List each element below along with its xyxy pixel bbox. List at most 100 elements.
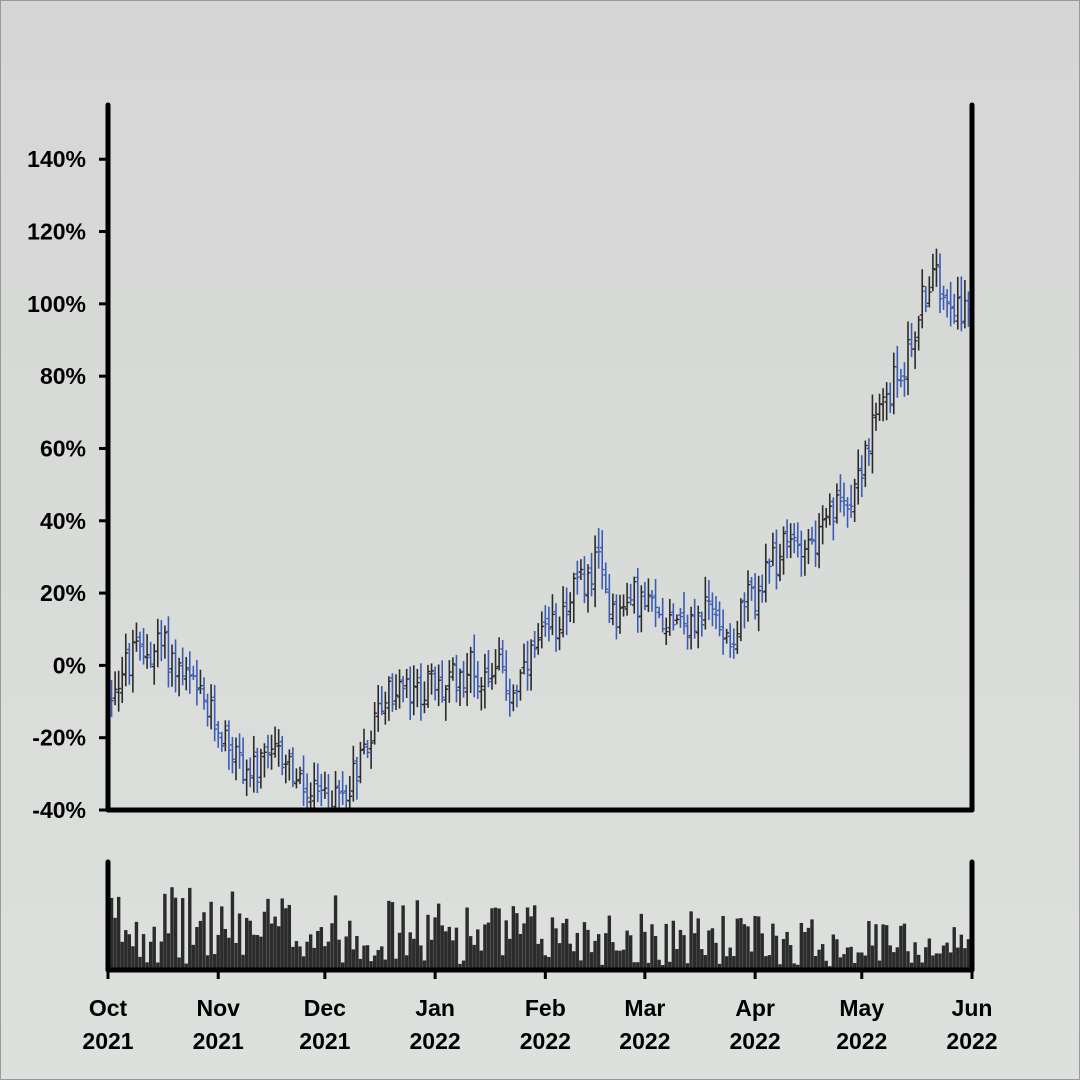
volume-bar	[227, 937, 231, 970]
ohlc-bar	[290, 747, 296, 788]
ohlc-bar	[343, 784, 349, 810]
volume-bar	[461, 960, 466, 970]
volume-bar	[202, 912, 206, 970]
volume-bar	[639, 913, 644, 970]
ohlc-bar	[407, 666, 413, 721]
volume-bar	[344, 936, 348, 970]
volume-bar	[383, 959, 388, 970]
ohlc-bar	[116, 670, 122, 712]
ohlc-bar	[297, 766, 303, 784]
volume-bar	[927, 938, 932, 970]
volume-bar	[312, 947, 316, 970]
volume-bar	[212, 954, 217, 970]
ohlc-bar	[201, 677, 207, 710]
y-tick-label: 80%	[40, 363, 86, 389]
volume-bar	[472, 944, 476, 970]
x-tick-month: Oct	[89, 995, 128, 1021]
ohlc-bar	[564, 587, 570, 636]
ohlc-bar	[532, 630, 538, 658]
ohlc-bar	[887, 382, 893, 413]
volume-bar	[621, 949, 626, 970]
volume-bar	[362, 945, 366, 970]
volume-bar	[746, 926, 750, 970]
ohlc-bar	[471, 634, 477, 698]
ohlc-bar	[198, 669, 203, 694]
volume-bar	[376, 949, 380, 970]
y-axis-ticks: 140% 120% 100% 80% 60% 40% 20% 0% -20% -40%	[27, 146, 108, 823]
volume-bar	[874, 924, 878, 970]
volume-bar	[440, 925, 444, 970]
ohlc-bar	[731, 628, 737, 659]
ohlc-bar	[478, 677, 484, 711]
volume-bar	[568, 943, 572, 970]
volume-bar	[220, 906, 224, 970]
volume-bar	[664, 923, 668, 970]
ohlc-bar	[315, 763, 321, 803]
volume-bar	[486, 922, 491, 970]
volume-bar	[348, 920, 352, 970]
ohlc-bar	[820, 505, 826, 545]
volume-bar	[412, 938, 416, 970]
ohlc-bar	[628, 583, 634, 606]
ohlc-bar	[855, 449, 861, 505]
ohlc-bar	[646, 578, 651, 612]
ohlc-bar	[930, 253, 936, 292]
ohlc-bar	[734, 620, 740, 655]
volume-bar	[924, 947, 928, 970]
x-tick-year: 2022	[520, 1028, 571, 1054]
ohlc-bar	[137, 631, 143, 661]
ohlc-bar	[219, 731, 225, 752]
volume-bar	[760, 933, 764, 970]
volume-bar	[653, 936, 658, 970]
ohlc-bar	[390, 673, 395, 712]
volume-bar	[244, 917, 249, 970]
volume-bar	[863, 955, 868, 970]
ohlc-bar	[589, 552, 594, 597]
ohlc-bar	[461, 661, 466, 698]
volume-bar	[532, 905, 537, 970]
volume-bar	[909, 962, 914, 970]
ohlc-bar	[848, 484, 854, 518]
volume-bar	[536, 943, 540, 970]
x-tick-month: Mar	[624, 995, 665, 1021]
volume-bar	[273, 916, 277, 970]
ohlc-bar	[766, 558, 772, 584]
volume-bar	[600, 964, 604, 970]
volume-bar	[767, 955, 772, 970]
x-tick-year: 2021	[299, 1028, 350, 1054]
ohlc-bar	[361, 728, 367, 755]
volume-bar	[323, 946, 327, 970]
volume-bar	[582, 922, 587, 970]
volume-bar	[198, 920, 203, 970]
ohlc-bar	[244, 759, 250, 797]
volume-bar	[493, 907, 498, 970]
ohlc-bar	[774, 529, 779, 590]
volume-bar	[504, 920, 508, 970]
ohlc-bar	[386, 676, 392, 721]
ohlc-bar	[802, 539, 808, 576]
volume-bar	[710, 928, 715, 970]
ohlc-bar	[393, 674, 399, 711]
ohlc-bar	[638, 585, 644, 633]
volume-bar	[561, 923, 565, 970]
volume-bar	[170, 887, 174, 970]
ohlc-bar	[286, 749, 292, 781]
ohlc-bar	[354, 756, 360, 800]
price-bars	[105, 248, 975, 811]
ohlc-bar	[158, 620, 164, 662]
volume-bar	[682, 935, 686, 970]
ohlc-bar	[454, 654, 459, 703]
volume-bar	[301, 956, 306, 970]
ohlc-bar	[489, 662, 495, 690]
ohlc-bar	[830, 497, 836, 541]
volume-bar	[732, 956, 736, 970]
ohlc-bar	[727, 623, 733, 658]
volume-bar	[611, 942, 615, 970]
volume-bar	[884, 925, 889, 970]
ohlc-bar	[894, 345, 900, 398]
y-tick-label: 40%	[40, 508, 86, 534]
volume-bar	[692, 933, 697, 970]
ohlc-bar	[603, 562, 609, 594]
ohlc-bar	[852, 478, 858, 523]
volume-bar	[241, 954, 245, 970]
